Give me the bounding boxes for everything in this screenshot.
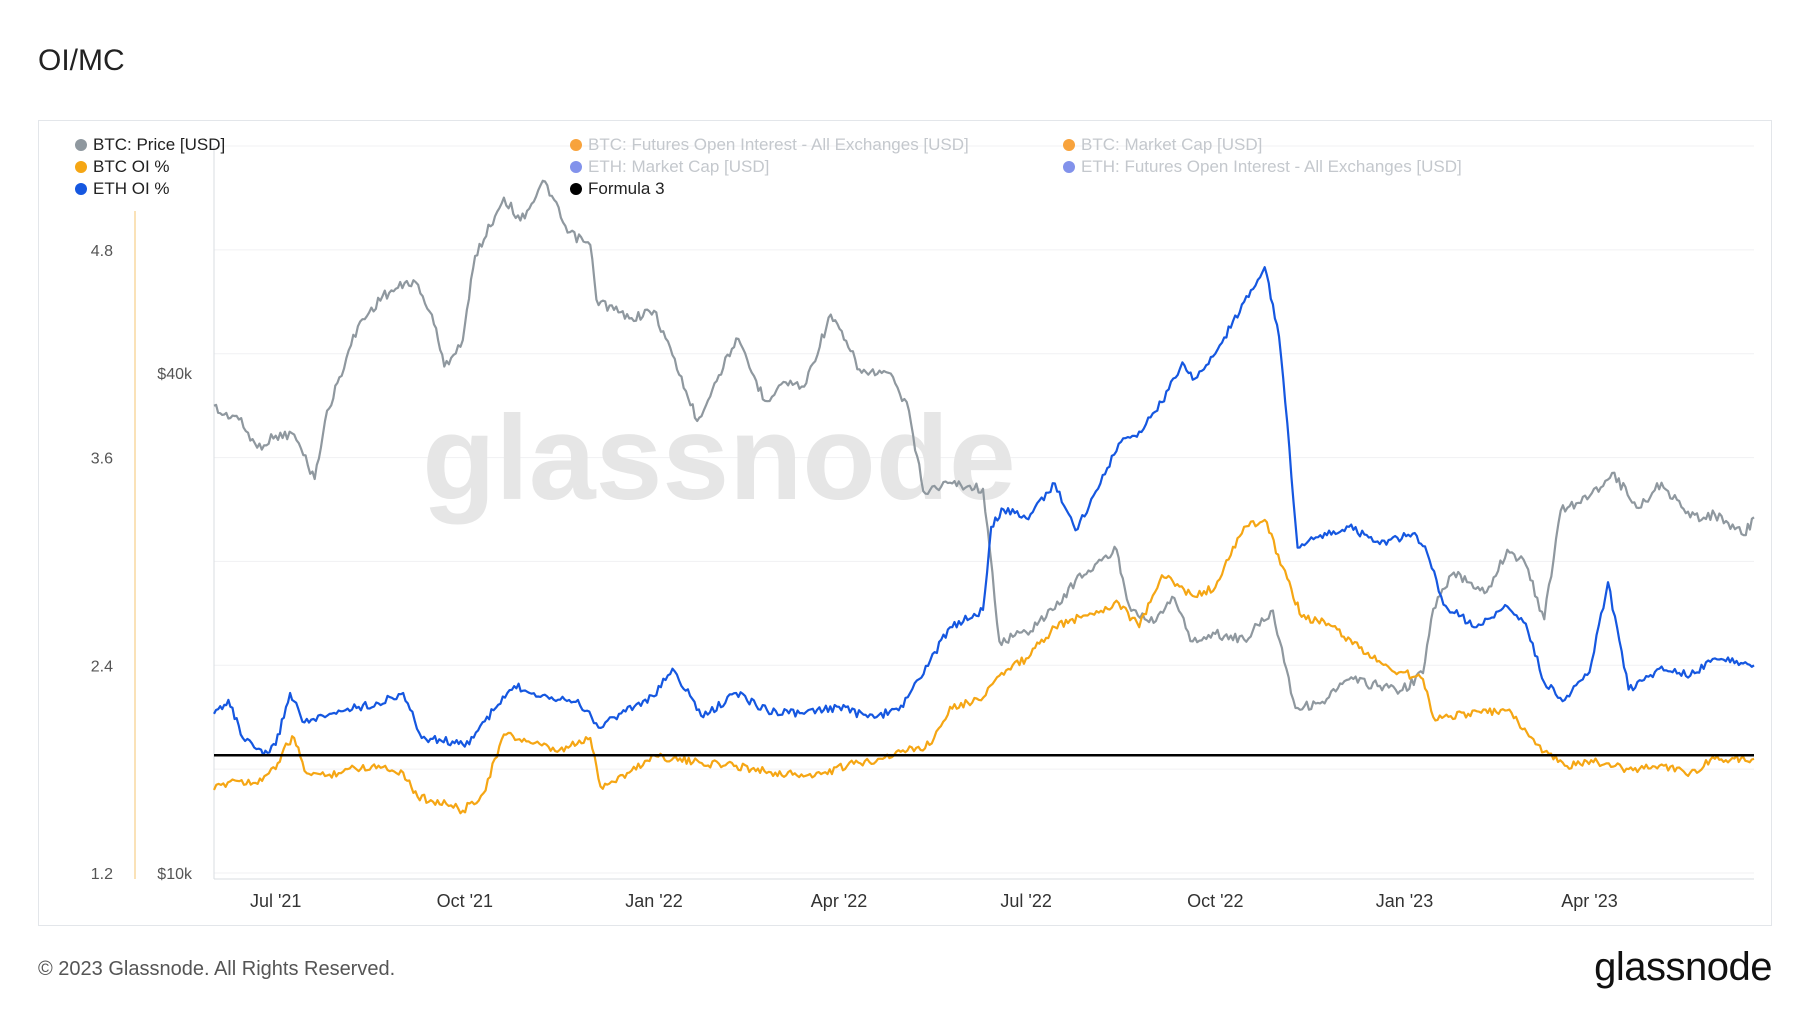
y-left-tick-label: 2.4 — [91, 658, 113, 675]
y-right-tick-label: $10k — [157, 866, 193, 883]
legend-label: BTC: Price [USD] — [93, 135, 225, 154]
series-line-btc-price-usd[interactable] — [213, 179, 1755, 711]
grid-lines — [214, 145, 1754, 874]
y-right-tick-label: $40k — [157, 366, 193, 383]
page-title: OI/MC — [38, 44, 125, 77]
series-line-eth-oi[interactable] — [213, 266, 1755, 757]
legend-label: BTC: Futures Open Interest - All Exchang… — [588, 135, 969, 154]
y-left-tick-label: 1.2 — [91, 866, 113, 883]
chart-panel: glassnode 1.2 2.4 3.6 4.8 $10k $40k Jul '21 Oct… — [38, 120, 1772, 926]
legend-label: Formula 3 — [588, 179, 665, 198]
legend-item[interactable]: BTC: Market Cap [USD] — [1063, 135, 1262, 154]
chart-svg: glassnode 1.2 2.4 3.6 4.8 $10k $40k Jul '21 Oct… — [75, 135, 1755, 911]
legend-item[interactable]: Formula 3 — [570, 179, 665, 198]
y-left-tick-label: 4.8 — [91, 243, 113, 260]
legend-item[interactable]: BTC: Futures Open Interest - All Exchang… — [570, 135, 969, 154]
series-line-btc-oi[interactable] — [212, 518, 1755, 815]
chart-axes: 1.2 2.4 3.6 4.8 $10k $40k Jul '21 Oct '21 Jan '2… — [91, 146, 1754, 911]
legend-label: ETH: Futures Open Interest - All Exchang… — [1081, 157, 1462, 176]
legend-marker-icon — [75, 183, 87, 195]
legend-item[interactable]: ETH: Futures Open Interest - All Exchang… — [1063, 157, 1462, 176]
footer-copyright: © 2023 Glassnode. All Rights Reserved. — [38, 958, 396, 980]
legend-marker-icon — [75, 139, 87, 151]
legend-marker-icon — [75, 161, 87, 173]
legend-marker-icon — [570, 183, 582, 195]
x-tick-label: Apr '22 — [811, 891, 867, 911]
chart-legend: BTC: Price [USD] BTC: Futures Open Intere… — [75, 135, 1462, 198]
x-tick-label: Apr '23 — [1561, 891, 1617, 911]
x-tick-label: Jul '21 — [250, 891, 301, 911]
series-group — [212, 179, 1755, 815]
y-left-tick-label: 3.6 — [91, 451, 113, 468]
legend-label: ETH: Market Cap [USD] — [588, 157, 769, 176]
legend-item[interactable]: BTC: Price [USD] — [75, 135, 225, 154]
x-tick-label: Oct '21 — [437, 891, 493, 911]
x-tick-label: Oct '22 — [1187, 891, 1243, 911]
legend-item[interactable]: BTC OI % — [75, 157, 170, 176]
legend-item[interactable]: ETH: Market Cap [USD] — [570, 157, 769, 176]
legend-marker-icon — [1063, 139, 1075, 151]
x-tick-label: Jan '22 — [625, 891, 682, 911]
legend-label: BTC: Market Cap [USD] — [1081, 135, 1262, 154]
watermark-text: glassnode — [422, 391, 1016, 525]
legend-label: BTC OI % — [93, 157, 170, 176]
footer-logo: glassnode — [1594, 945, 1772, 989]
legend-label: ETH OI % — [93, 179, 170, 198]
x-tick-label: Jan '23 — [1376, 891, 1433, 911]
legend-marker-icon — [570, 139, 582, 151]
legend-marker-icon — [1063, 161, 1075, 173]
legend-item[interactable]: ETH OI % — [75, 179, 170, 198]
legend-marker-icon — [570, 161, 582, 173]
x-tick-label: Jul '22 — [1000, 891, 1051, 911]
